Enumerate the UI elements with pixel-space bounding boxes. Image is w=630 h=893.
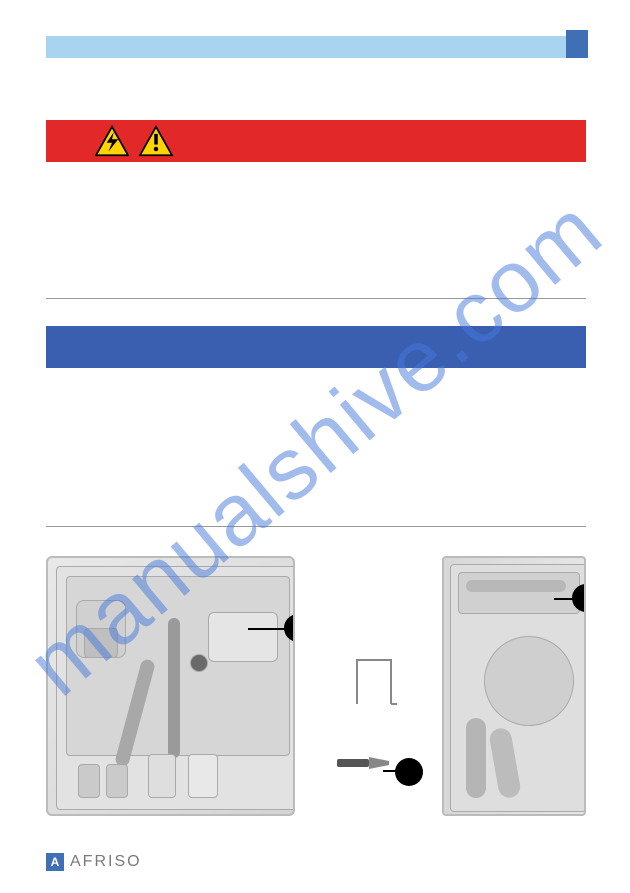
- device-figure-right: [442, 556, 586, 816]
- brand-logo-icon: A: [46, 853, 64, 871]
- tool-figure-mid: [335, 556, 402, 816]
- header-page-tab: [566, 30, 588, 58]
- manual-page: manualshive.com: [0, 0, 630, 893]
- callout-marker: [395, 758, 423, 786]
- divider: [46, 298, 586, 299]
- device-figure-left: [46, 556, 295, 816]
- danger-banner: [46, 120, 586, 162]
- brand-logo-glyph: A: [51, 855, 60, 869]
- notice-banner: [46, 326, 586, 368]
- bracket-icon: [349, 652, 399, 712]
- footer: A AFRISO: [46, 853, 142, 871]
- figure-row: [46, 556, 586, 822]
- header-bar: [46, 36, 584, 58]
- warning-icon: [138, 125, 174, 157]
- divider: [46, 526, 586, 527]
- electric-hazard-icon: [94, 125, 130, 157]
- brand-name: AFRISO: [70, 853, 142, 871]
